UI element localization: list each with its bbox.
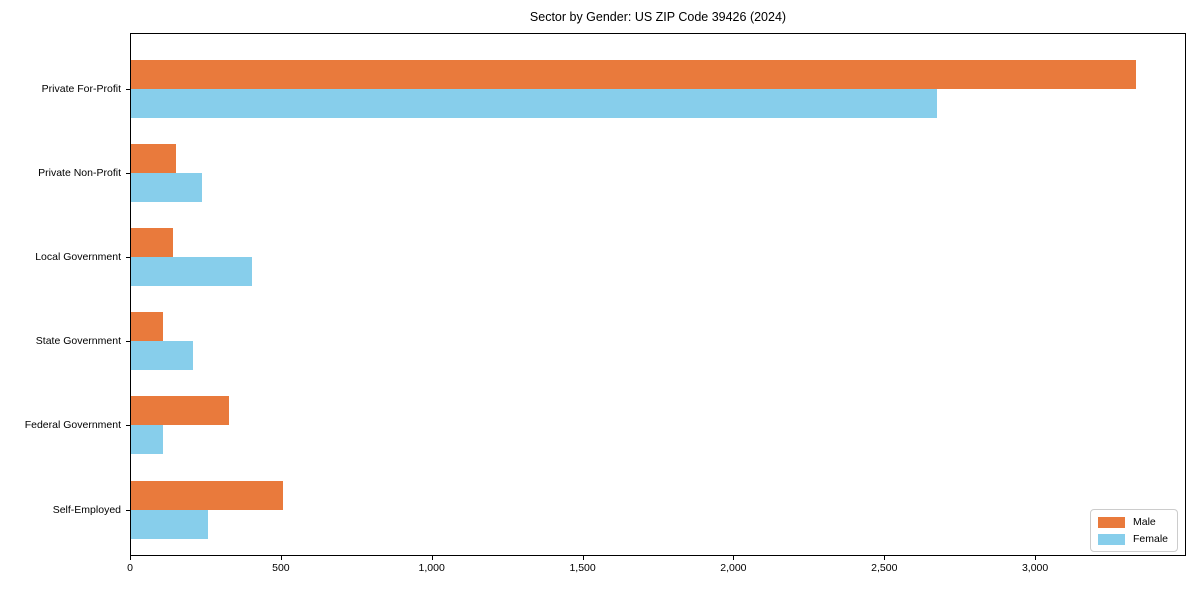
y-tick-label: Federal Government: [24, 419, 121, 432]
y-tick-label: State Government: [35, 335, 121, 348]
x-tick-label: 500: [272, 562, 290, 574]
bar-female-1: [131, 172, 202, 202]
legend: Male Female: [1089, 509, 1178, 552]
bar-male-0: [131, 59, 1136, 89]
bar-female-0: [131, 88, 937, 118]
bar-male-1: [131, 143, 177, 173]
x-tick-mark: [582, 556, 584, 560]
bar-male-3: [131, 312, 163, 342]
x-tick-label: 0: [127, 562, 133, 574]
bar-female-2: [131, 256, 252, 286]
x-tick-mark: [130, 556, 131, 560]
y-tick-label: Private Non-Profit: [38, 166, 121, 179]
y-tick-mark: [126, 341, 130, 343]
x-tick-label: 1,500: [569, 562, 596, 574]
x-tick-label: 3,000: [1021, 562, 1049, 574]
x-tick-label: 2,500: [871, 562, 898, 574]
x-tick-mark: [884, 556, 886, 560]
y-tick-label: Self-Employed: [52, 503, 121, 516]
x-tick-mark: [431, 556, 433, 560]
legend-item-male: Male: [1097, 516, 1168, 528]
x-tick-mark: [1035, 556, 1037, 560]
y-tick-mark: [126, 88, 130, 90]
plot-area: Male Female: [130, 33, 1186, 556]
x-tick-label: 1,000: [418, 562, 445, 574]
y-tick-mark: [126, 256, 130, 258]
y-tick-mark: [126, 425, 130, 427]
bar-male-2: [131, 227, 174, 257]
bar-female-3: [131, 341, 193, 371]
y-tick-mark: [126, 172, 130, 174]
legend-swatch-male: [1097, 516, 1125, 528]
legend-item-female: Female: [1097, 533, 1168, 545]
legend-swatch-female: [1097, 533, 1125, 545]
x-tick-mark: [733, 556, 735, 560]
y-tick-label: Private For-Profit: [41, 82, 121, 95]
bar-male-4: [131, 396, 230, 426]
x-tick-label: 2,000: [720, 562, 747, 574]
legend-label: Female: [1132, 533, 1168, 545]
bar-female-4: [131, 425, 163, 455]
x-tick-mark: [280, 556, 282, 560]
legend-label: Male: [1132, 516, 1156, 528]
bar-male-5: [131, 480, 284, 510]
y-tick-label: Local Government: [35, 250, 121, 263]
chart-title: Sector by Gender: US ZIP Code 39426 (202…: [529, 10, 787, 24]
bar-female-5: [131, 509, 208, 539]
y-tick-mark: [126, 509, 130, 511]
